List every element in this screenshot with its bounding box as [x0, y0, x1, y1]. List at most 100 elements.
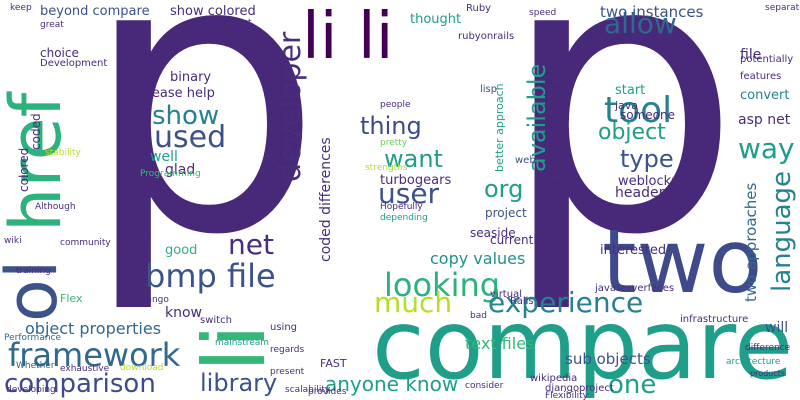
word: developer: [273, 31, 308, 182]
word: li: [185, 324, 285, 372]
word: glad: [165, 162, 195, 178]
word: wiki: [4, 236, 22, 246]
word: great: [40, 20, 64, 30]
word: scalability: [285, 385, 331, 395]
word: org: [484, 175, 523, 203]
word: good: [165, 243, 197, 258]
word: header: [615, 185, 665, 201]
word: p: [500, 0, 741, 318]
word: lisp: [480, 84, 497, 95]
word: wikipedia: [530, 373, 577, 384]
word: djangoproject: [545, 383, 614, 394]
word: p: [82, 0, 323, 318]
word: Rails: [510, 296, 534, 307]
word: separate: [765, 3, 800, 13]
word: using: [270, 322, 297, 333]
word: two instances: [600, 3, 704, 21]
word: seaside: [470, 226, 516, 240]
word: two: [602, 210, 762, 313]
word: one: [608, 370, 656, 400]
word: will: [765, 320, 788, 336]
word: text files: [465, 334, 534, 353]
word: present: [270, 367, 305, 377]
word: copy values: [430, 249, 525, 268]
word: thing: [360, 112, 422, 140]
word: Ruby: [466, 3, 491, 14]
word: framework: [8, 336, 181, 374]
word: thought: [410, 12, 461, 27]
word: available: [523, 64, 551, 172]
word: binary: [170, 70, 211, 85]
word: pretty: [380, 138, 408, 148]
word: speed: [529, 8, 556, 18]
word: comparison: [4, 369, 156, 399]
word: training: [16, 266, 51, 276]
word: interested: [600, 243, 666, 258]
word: potentially: [740, 54, 793, 65]
word: Flex: [60, 292, 83, 305]
word: Performance: [4, 333, 61, 343]
word: information header: [549, 56, 564, 182]
word: beyond compare: [40, 4, 150, 19]
word: library: [200, 369, 277, 397]
word: FAST: [320, 357, 347, 370]
word: project: [485, 206, 527, 220]
word: object properties: [25, 319, 161, 338]
word: bad: [470, 311, 487, 321]
word: exhaustive: [60, 364, 110, 374]
word: currently: [490, 233, 544, 247]
word: strengths: [365, 163, 408, 173]
word: much: [374, 286, 452, 319]
word: show: [152, 101, 219, 131]
word: coded differences: [318, 137, 334, 262]
word: people: [380, 100, 411, 110]
word: convert: [740, 88, 789, 103]
word: language: [767, 171, 797, 292]
word: keep: [10, 3, 32, 13]
word: stability: [45, 148, 81, 158]
word: community: [60, 238, 111, 248]
word: want: [384, 145, 443, 173]
word: user: [378, 177, 440, 210]
word: sub objects: [565, 350, 651, 368]
word: virtual: [490, 289, 522, 300]
word: rubyonrails: [458, 31, 514, 42]
word: used: [154, 120, 226, 155]
word: coded: [29, 113, 43, 150]
word: web: [515, 155, 536, 166]
word: know: [165, 305, 202, 321]
word: Although: [35, 202, 76, 212]
word: architecture: [726, 357, 781, 367]
word: infrastructure: [680, 314, 748, 325]
word: colored: [17, 148, 31, 192]
word: turbogears: [380, 173, 451, 188]
word: allow: [604, 7, 677, 40]
word: Hopefully: [380, 202, 423, 212]
word: compare: [372, 289, 793, 400]
word: tool: [604, 90, 672, 131]
word: developing: [6, 385, 56, 395]
word: choice: [40, 46, 79, 60]
word: switch: [200, 315, 232, 326]
word: Development: [40, 58, 107, 69]
word: javaserverfaces: [594, 283, 674, 294]
word: Programming: [140, 169, 201, 179]
word: experience: [488, 286, 643, 319]
word: li li: [302, 0, 393, 74]
word: mainstream: [215, 338, 269, 348]
word: better approach: [493, 83, 506, 172]
word: start: [615, 83, 645, 98]
word: depending: [380, 213, 428, 223]
word: Whether: [16, 361, 55, 371]
word: consider: [465, 381, 504, 391]
word: well: [150, 149, 178, 165]
word: href: [0, 91, 77, 232]
word: download: [120, 363, 164, 373]
word: java: [614, 99, 638, 112]
word: way: [738, 132, 795, 165]
word: anyone know: [325, 372, 458, 396]
word: bmp file: [145, 257, 276, 295]
word: regards: [270, 345, 305, 355]
